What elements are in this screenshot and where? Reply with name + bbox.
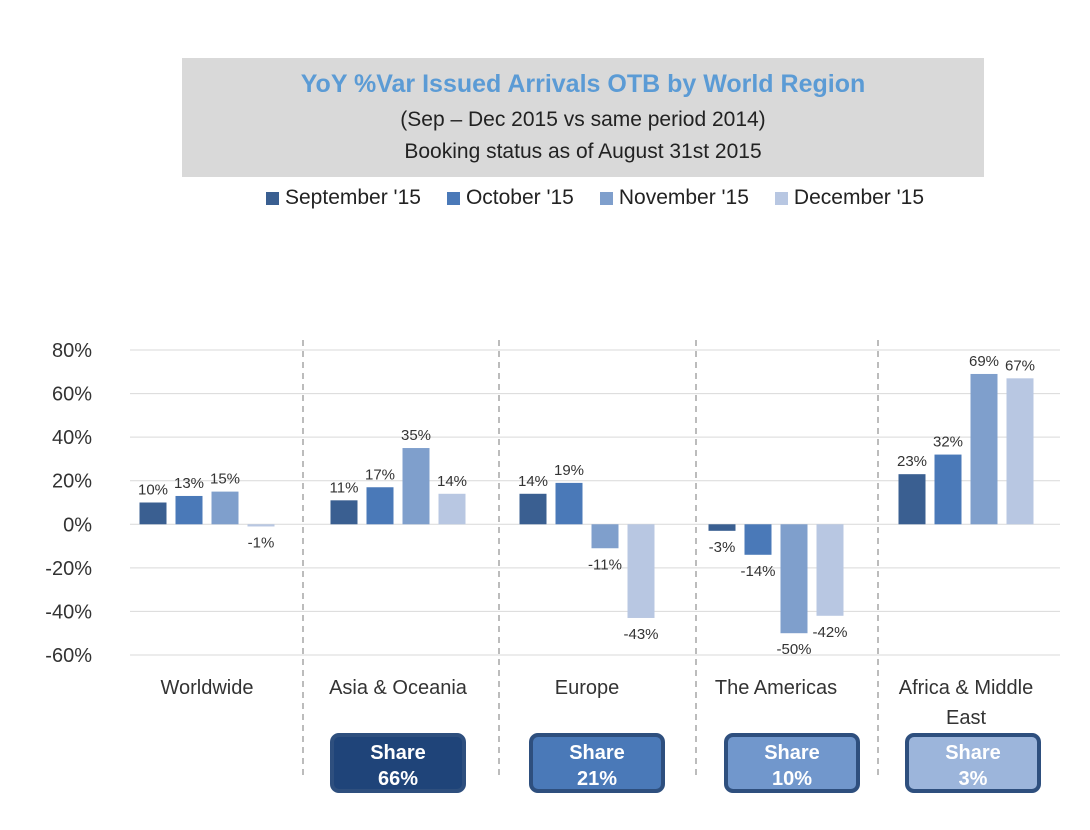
bar bbox=[247, 524, 275, 527]
bar bbox=[519, 493, 547, 525]
bars bbox=[139, 373, 1034, 634]
data-label: 11% bbox=[330, 479, 359, 496]
category-label: Worldwide bbox=[161, 677, 254, 699]
legend-swatch-september bbox=[266, 191, 279, 205]
share-label: Share bbox=[370, 742, 426, 764]
chart-subtitle-1: (Sep – Dec 2015 vs same period 2014) bbox=[400, 108, 766, 131]
bar bbox=[816, 524, 844, 616]
data-label: 32% bbox=[933, 434, 963, 451]
category-label: The Americas bbox=[715, 677, 837, 699]
data-label: 17% bbox=[365, 466, 395, 483]
category-label: Asia & Oceania bbox=[329, 677, 468, 699]
share-label: Share bbox=[945, 742, 1001, 764]
y-tick-label: 80% bbox=[52, 340, 92, 362]
bar bbox=[175, 495, 203, 525]
data-label: 69% bbox=[969, 353, 999, 370]
legend-swatch-november bbox=[599, 191, 613, 205]
data-label: -43% bbox=[623, 626, 658, 643]
data-label: 10% bbox=[138, 482, 168, 499]
chart-title: YoY %Var Issued Arrivals OTB by World Re… bbox=[300, 70, 866, 98]
legend-label-november: November '15 bbox=[618, 186, 749, 209]
legend-item-october: October '15 bbox=[446, 185, 574, 211]
bar bbox=[708, 524, 736, 531]
bar bbox=[555, 482, 583, 525]
legend-item-september: September '15 bbox=[266, 185, 421, 211]
legend-label-september: September '15 bbox=[285, 186, 421, 209]
data-label: -11% bbox=[588, 556, 622, 573]
bar bbox=[591, 524, 619, 549]
share-box-europe: Share 21% bbox=[529, 733, 665, 793]
data-label: 19% bbox=[554, 462, 584, 479]
y-axis-ticks: 80% 60% 40% 20% 0% -20% -40% -60% bbox=[45, 340, 92, 667]
y-tick-label: 20% bbox=[52, 471, 92, 493]
bar bbox=[139, 502, 167, 525]
bar bbox=[438, 493, 466, 525]
bar bbox=[970, 373, 998, 525]
data-label: 15% bbox=[210, 471, 240, 488]
y-tick-label: -40% bbox=[45, 601, 92, 623]
legend: September '15 October '15 November '15 D… bbox=[0, 185, 1090, 211]
bar bbox=[1006, 378, 1034, 525]
bar bbox=[402, 448, 430, 525]
y-tick-label: -60% bbox=[45, 645, 92, 667]
share-value: 66% bbox=[377, 768, 419, 790]
y-tick-label: 0% bbox=[63, 514, 92, 536]
legend-item-november: November '15 bbox=[599, 185, 749, 211]
data-label: 35% bbox=[401, 427, 431, 444]
share-value: 10% bbox=[771, 768, 813, 790]
share-value: 21% bbox=[576, 768, 618, 790]
share-value: 3% bbox=[958, 768, 988, 790]
category-label: Africa & Middle bbox=[899, 677, 1034, 699]
bar bbox=[211, 491, 239, 525]
bar bbox=[934, 454, 962, 525]
bar bbox=[627, 524, 655, 618]
category-label-line2: East bbox=[946, 707, 986, 729]
bar bbox=[898, 474, 926, 525]
data-label: -50% bbox=[776, 641, 811, 658]
y-tick-label: 60% bbox=[52, 384, 92, 406]
legend-label-october: October '15 bbox=[465, 186, 574, 209]
legend-item-december: December '15 bbox=[774, 185, 924, 211]
bar bbox=[744, 524, 772, 555]
bar bbox=[366, 487, 394, 525]
region-separators bbox=[302, 340, 879, 780]
share-box-americas: Share 10% bbox=[724, 733, 860, 793]
legend-swatch-december bbox=[774, 191, 788, 205]
data-label: -14% bbox=[740, 563, 775, 580]
bar bbox=[780, 524, 808, 634]
data-label: 14% bbox=[437, 473, 467, 490]
data-label: -3% bbox=[709, 539, 736, 556]
data-labels: 10% 13% 15% -1% 11% 17% 35% 14% 14% 19% -11% -43% -3… bbox=[138, 353, 1035, 658]
data-label: -42% bbox=[812, 624, 847, 641]
share-box-asia-oceania: Share 66% bbox=[330, 733, 466, 793]
y-tick-label: 40% bbox=[52, 427, 92, 449]
y-tick-label: -20% bbox=[45, 558, 92, 580]
legend-swatch-october bbox=[446, 191, 460, 205]
data-label: 14% bbox=[518, 473, 548, 490]
share-label: Share bbox=[569, 742, 625, 764]
category-labels: Worldwide Asia & Oceania Europe The America… bbox=[161, 677, 1034, 729]
chart-subtitle-2: Booking status as of August 31st 2015 bbox=[404, 140, 762, 163]
data-label: -1% bbox=[248, 534, 275, 551]
bar bbox=[330, 500, 358, 525]
data-label: 67% bbox=[1005, 357, 1035, 374]
legend-label-december: December '15 bbox=[793, 186, 924, 209]
data-label: 13% bbox=[174, 475, 204, 492]
title-box: YoY %Var Issued Arrivals OTB by World Re… bbox=[182, 58, 984, 177]
share-box-africa-middle-east: Share 3% bbox=[905, 733, 1041, 793]
category-label: Europe bbox=[555, 677, 620, 699]
share-label: Share bbox=[764, 742, 820, 764]
data-label: 23% bbox=[897, 453, 927, 470]
